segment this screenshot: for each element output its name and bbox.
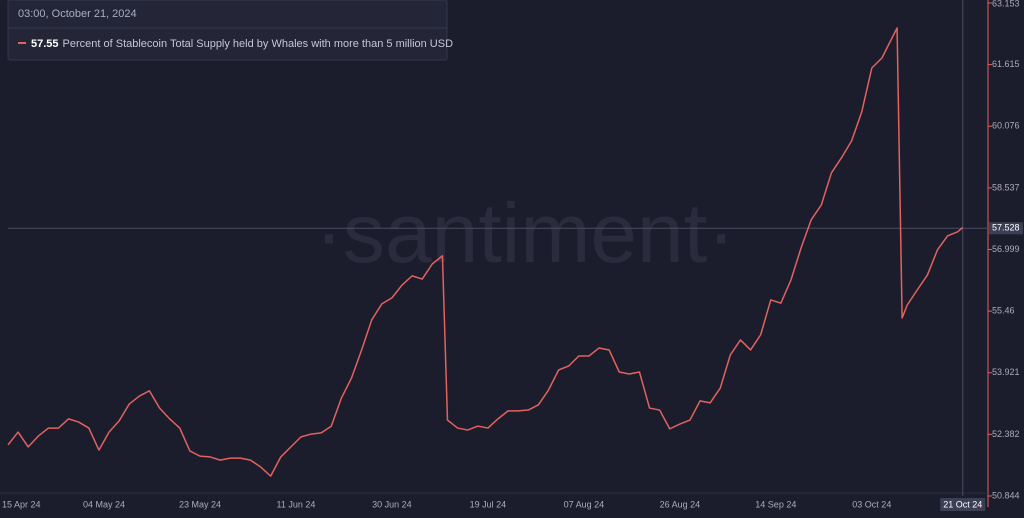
tooltip-box	[7, 0, 448, 61]
y-tick-label: 55.46	[992, 305, 1015, 315]
y-tick-label: 53.921	[992, 367, 1020, 377]
x-tick-label: 07 Aug 24	[564, 499, 605, 509]
legend-value: 57.55	[31, 38, 59, 50]
tooltip-title: 03:00, October 21, 2024	[18, 8, 137, 20]
y-tick-label: 61.615	[992, 59, 1020, 69]
x-tick-label: 30 Jun 24	[372, 499, 412, 509]
x-tick-label: 26 Aug 24	[660, 499, 701, 509]
x-tick-label: 23 May 24	[179, 499, 221, 509]
y-tick-label: 56.999	[992, 244, 1020, 254]
y-tick-label: 50.844	[992, 490, 1020, 500]
crosshair-x-label-box	[940, 498, 986, 511]
crosshair-y-label-box	[989, 222, 1023, 235]
x-tick-label: 11 Jun 24	[277, 499, 316, 509]
y-tick-label: 60.076	[992, 121, 1020, 131]
crosshair-y-label: 57.528	[992, 223, 1020, 233]
x-tick-label: 15 Apr 24	[2, 499, 41, 509]
y-tick-label: 63.153	[992, 0, 1020, 8]
watermark: ·santiment·	[315, 186, 735, 280]
data-line	[7, 27, 964, 477]
y-tick-label: 52.382	[992, 429, 1020, 439]
x-tick-label: 19 Jul 24	[470, 499, 507, 509]
x-tick-label: 03 Oct 24	[852, 499, 891, 509]
x-tick-label: 04 May 24	[83, 499, 125, 509]
x-tick-label: 14 Sep 24	[755, 499, 796, 509]
legend-label: Percent of Stablecoin Total Supply held …	[63, 38, 454, 50]
crosshair-x-label: 21 Oct 24	[943, 499, 982, 509]
y-tick-label: 58.537	[992, 182, 1020, 192]
